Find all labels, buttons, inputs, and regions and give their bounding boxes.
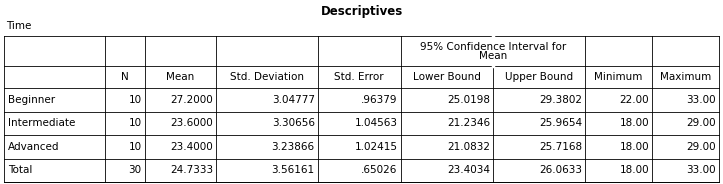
Text: 26.0633: 26.0633: [539, 165, 582, 175]
Text: Intermediate: Intermediate: [8, 118, 75, 128]
Text: Mean: Mean: [479, 51, 507, 61]
Text: 10: 10: [129, 95, 142, 105]
Text: 18.00: 18.00: [620, 165, 649, 175]
Text: 22.00: 22.00: [620, 95, 649, 105]
Text: 33.00: 33.00: [686, 95, 716, 105]
Text: 21.0832: 21.0832: [447, 142, 490, 152]
Text: Minimum: Minimum: [594, 72, 643, 82]
Text: 29.00: 29.00: [686, 118, 716, 128]
Text: 21.2346: 21.2346: [447, 118, 490, 128]
Text: 25.7168: 25.7168: [539, 142, 582, 152]
Text: .96379: .96379: [362, 95, 398, 105]
Text: 25.9654: 25.9654: [539, 118, 582, 128]
Text: 3.56161: 3.56161: [272, 165, 315, 175]
Text: 29.00: 29.00: [686, 142, 716, 152]
Text: 10: 10: [129, 142, 142, 152]
Text: Advanced: Advanced: [8, 142, 59, 152]
Text: Total: Total: [8, 165, 33, 175]
Text: Lower Bound: Lower Bound: [413, 72, 481, 82]
Text: 18.00: 18.00: [620, 118, 649, 128]
Text: Maximum: Maximum: [660, 72, 711, 82]
Text: 3.04777: 3.04777: [272, 95, 315, 105]
Text: 29.3802: 29.3802: [539, 95, 582, 105]
Text: 1.04563: 1.04563: [355, 118, 398, 128]
Text: 18.00: 18.00: [620, 142, 649, 152]
Text: 23.4000: 23.4000: [171, 142, 213, 152]
Text: 10: 10: [129, 118, 142, 128]
Text: Std. Deviation: Std. Deviation: [230, 72, 304, 82]
Text: 24.7333: 24.7333: [170, 165, 213, 175]
Text: Time: Time: [6, 21, 31, 31]
Text: 95% Confidence Interval for: 95% Confidence Interval for: [420, 42, 566, 52]
Text: Mean: Mean: [166, 72, 194, 82]
Text: N: N: [121, 72, 129, 82]
Text: 3.30656: 3.30656: [272, 118, 315, 128]
Text: 33.00: 33.00: [686, 165, 716, 175]
Text: Beginner: Beginner: [8, 95, 55, 105]
Text: Descriptives: Descriptives: [320, 6, 403, 19]
Text: 3.23866: 3.23866: [272, 142, 315, 152]
Text: 27.2000: 27.2000: [171, 95, 213, 105]
Text: 1.02415: 1.02415: [355, 142, 398, 152]
Text: 30: 30: [129, 165, 142, 175]
Text: 25.0198: 25.0198: [447, 95, 490, 105]
Text: 23.6000: 23.6000: [171, 118, 213, 128]
Text: Upper Bound: Upper Bound: [505, 72, 573, 82]
Text: 23.4034: 23.4034: [447, 165, 490, 175]
Text: .65026: .65026: [362, 165, 398, 175]
Text: Std. Error: Std. Error: [334, 72, 384, 82]
